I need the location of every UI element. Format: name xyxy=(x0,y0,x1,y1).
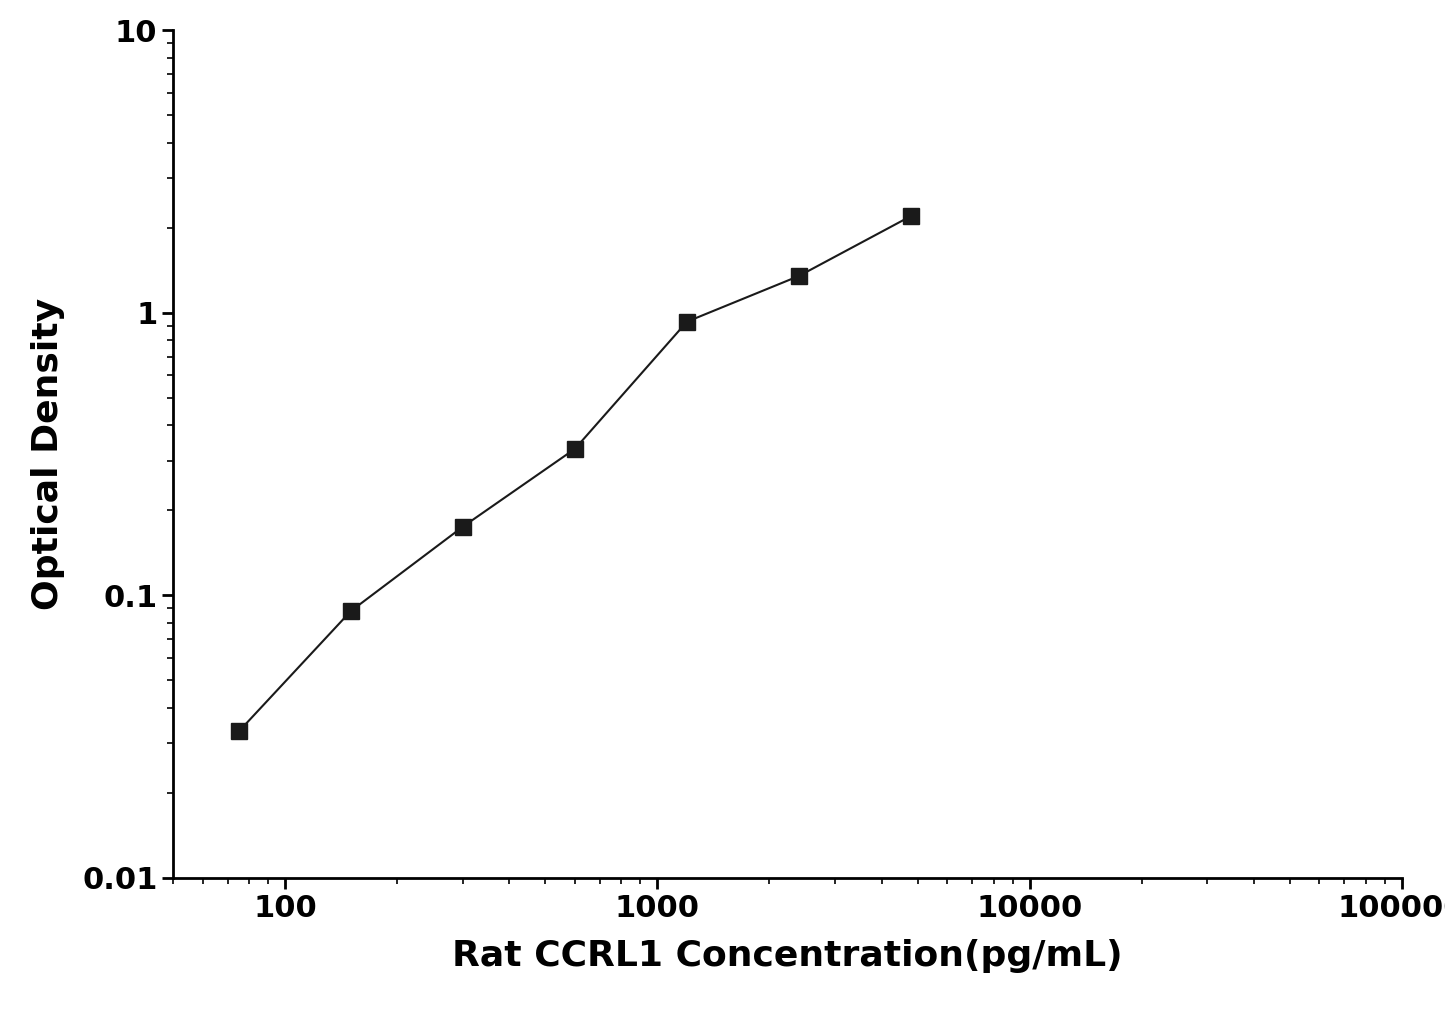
Y-axis label: Optical Density: Optical Density xyxy=(32,298,65,610)
X-axis label: Rat CCRL1 Concentration(pg/mL): Rat CCRL1 Concentration(pg/mL) xyxy=(452,939,1123,974)
